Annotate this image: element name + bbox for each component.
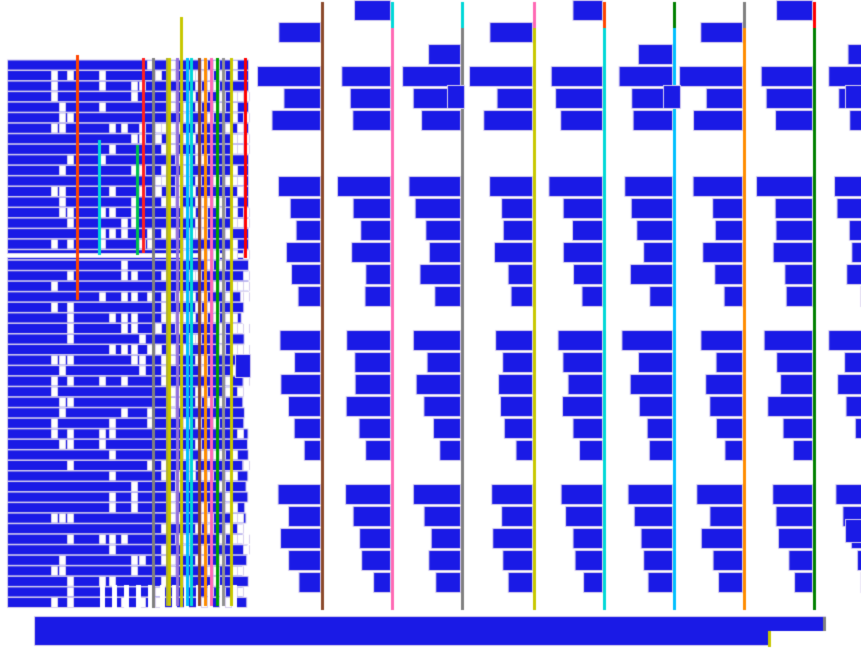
bar-matrix-plot (0, 0, 861, 650)
figure-canvas (0, 0, 861, 650)
